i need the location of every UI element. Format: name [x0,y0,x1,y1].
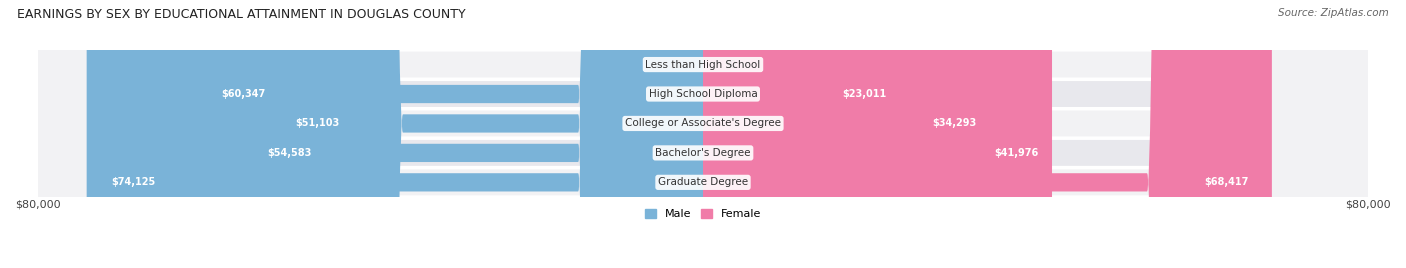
FancyBboxPatch shape [703,0,988,268]
Text: Less than High School: Less than High School [645,59,761,70]
Text: $54,583: $54,583 [267,148,312,158]
FancyBboxPatch shape [38,0,1368,268]
FancyBboxPatch shape [38,0,1368,268]
FancyBboxPatch shape [703,0,894,268]
FancyBboxPatch shape [703,0,1052,268]
FancyBboxPatch shape [201,0,703,268]
Text: $51,103: $51,103 [295,118,339,128]
FancyBboxPatch shape [278,0,703,268]
Text: $41,976: $41,976 [994,148,1038,158]
FancyBboxPatch shape [38,0,1368,268]
FancyBboxPatch shape [685,0,703,268]
Text: $23,011: $23,011 [842,89,887,99]
Text: Bachelor's Degree: Bachelor's Degree [655,148,751,158]
Text: $74,125: $74,125 [111,177,156,187]
FancyBboxPatch shape [38,0,1368,268]
Text: EARNINGS BY SEX BY EDUCATIONAL ATTAINMENT IN DOUGLAS COUNTY: EARNINGS BY SEX BY EDUCATIONAL ATTAINMEN… [17,8,465,21]
FancyBboxPatch shape [249,0,703,268]
Text: $0: $0 [724,59,737,70]
Text: College or Associate's Degree: College or Associate's Degree [626,118,780,128]
FancyBboxPatch shape [703,0,721,268]
Text: $60,347: $60,347 [221,89,266,99]
Text: $68,417: $68,417 [1205,177,1249,187]
Text: $34,293: $34,293 [932,118,977,128]
Text: High School Diploma: High School Diploma [648,89,758,99]
FancyBboxPatch shape [38,0,1368,268]
Text: Graduate Degree: Graduate Degree [658,177,748,187]
FancyBboxPatch shape [703,0,1272,268]
Legend: Male, Female: Male, Female [641,204,765,224]
FancyBboxPatch shape [87,0,703,268]
Text: $0: $0 [669,59,682,70]
Text: Source: ZipAtlas.com: Source: ZipAtlas.com [1278,8,1389,18]
